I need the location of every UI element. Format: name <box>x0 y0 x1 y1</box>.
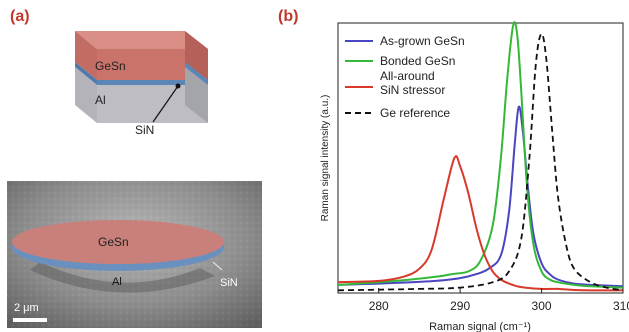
block-left-gesn <box>75 31 97 80</box>
legend-label-3: Ge reference <box>380 106 450 120</box>
x-tick-label-0: 280 <box>369 299 389 313</box>
sem-scalebar-label: 2 μm <box>14 302 39 314</box>
x-axis-label: Raman signal (cm⁻¹) <box>429 321 531 332</box>
block-left-al <box>75 67 97 123</box>
panel-b-label: (b) <box>278 8 299 25</box>
series-line-1 <box>337 21 624 289</box>
sem-pedestal-shadow <box>30 262 215 293</box>
sem-scalebar <box>13 318 47 322</box>
raman-chart: 280 290 300 310 Raman signal intensity (a.u… <box>320 21 629 332</box>
series-line-3 <box>337 32 624 292</box>
panel-a-label: (a) <box>10 8 30 25</box>
block-side-al <box>185 67 208 123</box>
schematic-al-label: Al <box>95 93 106 107</box>
series-line-0 <box>337 105 624 288</box>
sem-sin-label: SiN <box>220 277 238 289</box>
block-side-gesn <box>185 31 208 80</box>
schematic-gesn-label: GeSn <box>95 59 126 73</box>
plot-frame <box>337 22 624 294</box>
schematic-block: GeSn Al SiN <box>75 31 208 137</box>
block-top-face <box>75 31 208 49</box>
x-tick-label-3: 310 <box>613 299 629 313</box>
x-tick-label-1: 290 <box>450 299 470 313</box>
series-layer <box>337 21 624 292</box>
block-left-sin <box>75 62 97 85</box>
sem-gesn-disk <box>12 220 224 264</box>
sem-sin-pointer <box>212 261 223 271</box>
sem-gesn-label: GeSn <box>98 235 129 249</box>
block-front-al <box>97 85 208 123</box>
sin-pointer-dot <box>175 83 181 89</box>
schematic-sin-label: SiN <box>135 123 154 137</box>
legend-label-2: All-around SiN stressor <box>380 69 445 97</box>
series-line-2 <box>337 155 624 292</box>
sem-image: GeSn Al SiN 2 μm <box>7 181 262 328</box>
block-front-gesn <box>97 49 208 80</box>
legend-label-1: Bonded GeSn <box>380 54 455 68</box>
sin-pointer-line <box>152 85 179 123</box>
y-axis-label: Raman signal intensity (a.u.) <box>320 95 331 222</box>
x-tick-label-2: 300 <box>532 299 552 313</box>
legend-label-0: As-grown GeSn <box>380 34 465 48</box>
block-front-sin <box>97 80 208 85</box>
x-ticks: 280 290 300 310 <box>369 288 629 313</box>
sem-al-label: Al <box>112 276 122 288</box>
block-side-sin <box>185 62 208 85</box>
